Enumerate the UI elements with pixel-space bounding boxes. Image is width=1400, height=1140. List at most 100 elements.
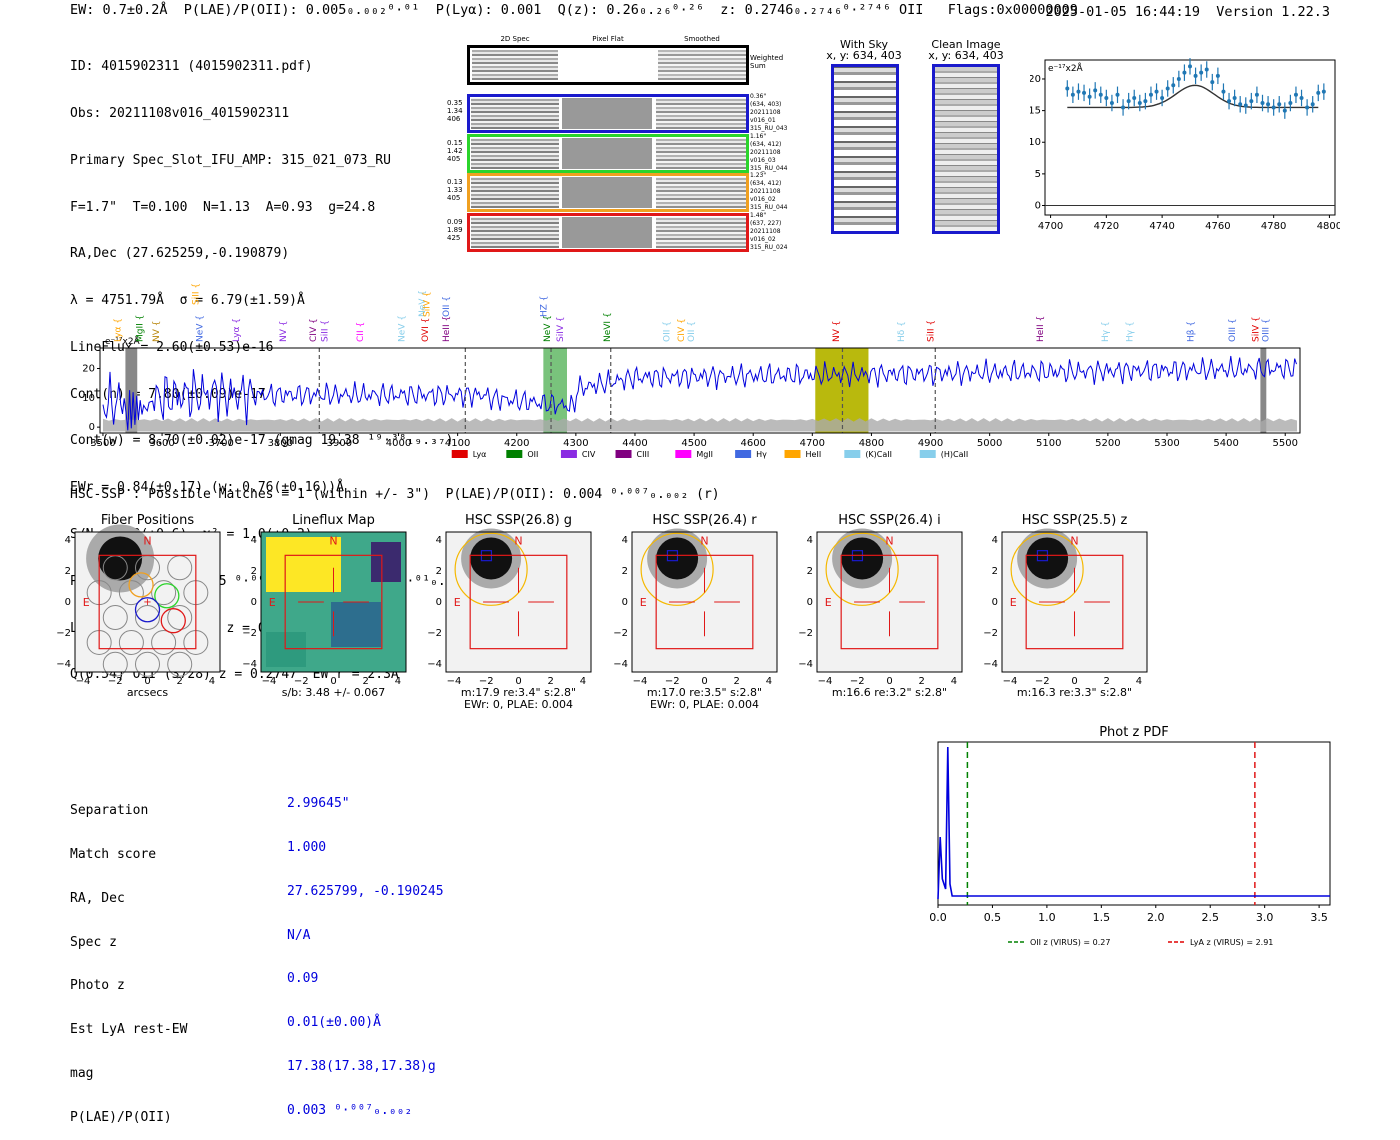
fiber-info: 1.48" [750,211,767,219]
y-tick-label: 2 [622,566,628,577]
legend-swatch [560,450,577,458]
match-label: Separation [70,803,149,819]
aperture-ellipse [825,532,899,606]
fiber-stat: 405 [447,194,461,202]
compass-east: E [83,596,90,609]
fiber-circle [118,580,144,606]
x-tick-label: 4500 [681,438,706,449]
x-tick-label: 4800 [1317,221,1340,232]
with-sky-title: With Sky [840,38,888,51]
line-label: NeV { [543,315,553,342]
x-tick-label: 5400 [1213,438,1238,449]
cutout-frame [631,531,778,673]
data-point [1148,92,1153,97]
spec2d-col-title: Smoothed [684,35,720,43]
fiber-info: 20211108 [750,109,781,116]
legend-swatch [735,450,752,458]
x-tick-label: −4 [818,676,833,687]
legend-label: HeII [806,450,822,459]
match-value: 0.01(±0.00)Å [287,1015,381,1031]
match-values: 2.99645" 1.000 27.625799, -0.190245 N/A … [287,768,444,1133]
match-value: 17.38(17.38,17.38)g [287,1058,436,1074]
y-tick-label: 5 [1035,169,1041,180]
data-point [1232,95,1237,100]
cutout-caption: m:17.9 re:3.4" s:2.8" [461,686,576,699]
y-tick-label: 0 [622,597,628,608]
data-point [1087,94,1092,99]
y-tick-label: −4 [242,659,257,670]
x-tick-label: 5300 [1154,438,1179,449]
data-point [1316,90,1321,95]
aperture-ellipse [1010,532,1084,606]
line-label: SiIV { [422,291,432,317]
legend-label: (H)CaII [941,450,968,459]
line-label: MgII { [136,315,146,342]
data-point [1188,64,1192,69]
y-tick-label: 4 [622,535,628,546]
cutout-caption: m:16.6 re:3.2" s:2.8" [832,686,947,699]
cutout-caption: EWr: 0, PLAE: 0.004 [650,698,759,711]
data-point [1109,101,1114,106]
y-tick-label: −4 [983,659,998,670]
legend-label: OII [527,450,538,459]
plot-frame [937,741,1331,906]
x-tick-label: −4 [1003,676,1018,687]
line-label: CIV { [677,318,687,342]
y-tick-label: −2 [983,628,998,639]
y-tick-label: −4 [798,659,813,670]
x-tick-label: 3700 [208,438,233,449]
spec2d-col-title: 2D Spec [500,35,530,43]
fiber-stat: 0.09 [447,217,463,226]
match-value: N/A [287,927,311,943]
line-label: OII { [442,296,452,317]
data-point [1249,99,1254,104]
fiber-info: 1.23" [750,172,767,179]
data-point [1193,73,1198,78]
data-point [1165,86,1170,91]
data-point [1199,70,1204,75]
cutout-title: HSC SSP(26.4) i [838,513,940,528]
info-line: LineFlux = 2.60(±0.53)e-16 [70,339,274,355]
fiber-row [467,173,749,212]
data-point [1182,70,1187,75]
fiber-circle [118,629,144,655]
match-label: Spec z [70,934,117,950]
data-point [1154,89,1159,94]
compass-east: E [640,596,647,609]
search-box [1025,554,1124,650]
line-label: Lyα { [232,318,242,342]
x-tick-label: 0 [515,676,521,687]
clean-image [932,64,1000,234]
y-tick-label: 4 [251,535,257,546]
y-tick-label: 2 [251,566,257,577]
fiber-circle [151,629,177,655]
line-label: HeII { [442,316,452,342]
x-tick-label: −2 [850,676,865,687]
cutout-caption: m:17.0 re:3.5" s:2.8" [647,686,762,699]
fiber-info: v016_02 [750,196,776,203]
lineflux-low [331,602,381,647]
x-tick-label: 4600 [740,438,765,449]
y-tick-label: −2 [56,628,71,639]
y-unit-label: e⁻¹⁷x2Å [1048,62,1084,74]
search-box [840,554,939,650]
y-tick-label: −4 [613,659,628,670]
line-label: Hδ { [897,321,907,342]
compass-east: E [269,596,276,609]
cutout-caption: EWr: 0, PLAE: 0.004 [464,698,573,711]
x-tick-label: 2 [734,676,740,687]
aperture-ellipse [454,532,528,606]
y-tick-label: −2 [798,628,813,639]
fiber-right-info: 1.23" (634, 412) 20211108 v016_02 315_RU_044 [750,172,810,212]
y-tick-label: 0 [251,597,257,608]
data-point [1132,95,1137,100]
fiber-circle-highlight [160,608,186,634]
data-point [1137,101,1142,106]
search-box [284,554,383,650]
line-label: SiII { [927,320,937,342]
fiber-row [467,133,749,173]
data-point [1210,80,1215,85]
x-tick-label: 4800 [859,438,884,449]
x-tick-label: 4900 [918,438,943,449]
line-label: OIII { [1262,318,1272,342]
